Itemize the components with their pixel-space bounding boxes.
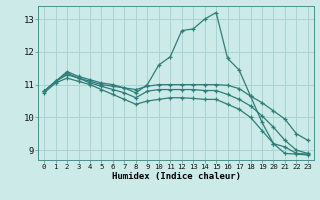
X-axis label: Humidex (Indice chaleur): Humidex (Indice chaleur) <box>111 172 241 181</box>
